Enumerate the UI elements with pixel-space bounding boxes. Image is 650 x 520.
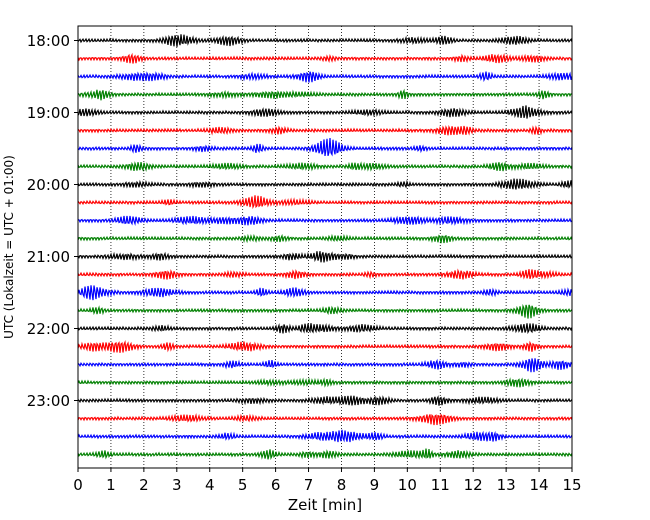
x-axis-ticks: 0 1 2 3 4 5 6 7 8 9 10 11 12 13 14 15 (73, 468, 582, 494)
trace-2000 (77, 178, 573, 190)
y-tick-label: 23:00 (27, 392, 70, 410)
trace-2130 (77, 285, 573, 301)
trace-2245 (77, 377, 573, 388)
trace-2045 (77, 233, 573, 244)
trace-1930 (77, 138, 573, 157)
x-tick-label: 7 (304, 476, 314, 494)
trace-2315 (77, 413, 573, 426)
x-tick-label: 8 (337, 476, 347, 494)
y-tick-label: 22:00 (27, 320, 70, 338)
trace-2100 (77, 251, 573, 263)
x-tick-label: 5 (238, 476, 248, 494)
x-tick-label: 0 (73, 476, 83, 494)
seismic-traces (77, 34, 573, 460)
x-tick-label: 11 (431, 476, 450, 494)
trace-2345 (77, 448, 573, 460)
x-tick-label: 2 (139, 476, 149, 494)
y-axis-label: UTC (Lokalzeit = UTC + 01:00) (2, 155, 16, 339)
trace-1815 (77, 52, 573, 64)
trace-2030 (77, 215, 573, 227)
trace-2115 (77, 268, 573, 280)
trace-1845 (77, 88, 573, 101)
trace-1800 (77, 34, 573, 47)
plot-frame (77, 25, 573, 469)
y-tick-label: 19:00 (27, 104, 70, 122)
trace-2215 (77, 340, 573, 353)
x-tick-label: 13 (497, 476, 516, 494)
trace-2230 (77, 358, 573, 373)
x-tick-label: 15 (562, 476, 581, 494)
y-tick-label: 18:00 (27, 32, 70, 50)
x-tick-label: 3 (172, 476, 182, 494)
trace-2145 (77, 303, 573, 319)
x-tick-label: 4 (205, 476, 215, 494)
trace-2015 (77, 195, 573, 210)
trace-1830 (77, 71, 573, 83)
trace-1915 (77, 124, 573, 136)
trace-2330 (77, 429, 573, 443)
x-tick-label: 14 (530, 476, 549, 494)
x-tick-label: 6 (271, 476, 281, 494)
x-tick-label: 12 (464, 476, 483, 494)
y-tick-label: 21:00 (27, 248, 70, 266)
x-axis-label: Zeit [min] (288, 496, 362, 514)
x-tick-label: 1 (106, 476, 116, 494)
trace-2200 (77, 322, 573, 335)
x-tick-label: 9 (370, 476, 380, 494)
y-axis-ticks: 18:00 19:00 20:00 21:00 22:00 23:00 (27, 32, 78, 410)
y-tick-label: 20:00 (27, 176, 70, 194)
trace-2300 (77, 395, 573, 406)
trace-1900 (77, 105, 573, 119)
trace-1945 (77, 161, 573, 172)
x-tick-label: 10 (398, 476, 417, 494)
